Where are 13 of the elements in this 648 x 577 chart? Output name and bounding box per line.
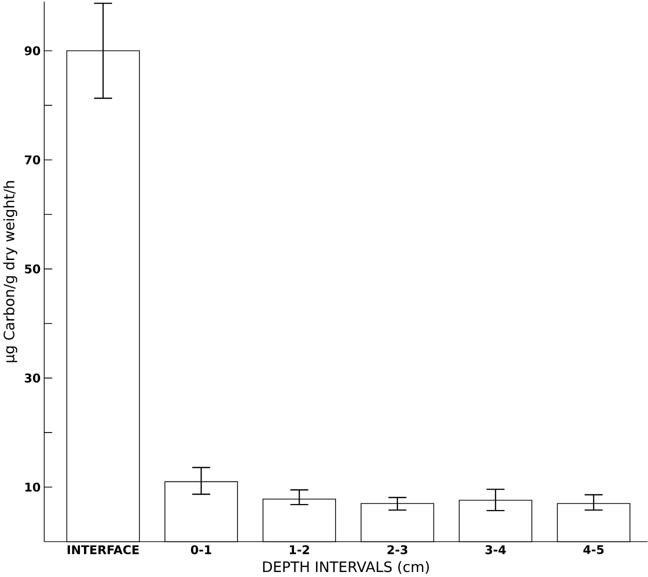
x-axis-title: DEPTH INTERVALS (cm) (263, 560, 429, 574)
y-tick-label: 70 (24, 155, 40, 164)
y-tick-label: 90 (24, 46, 40, 56)
y-tick-label: 10 (25, 482, 40, 492)
y-tick-label: 30 (24, 373, 40, 382)
y-tick-label: 50 (24, 264, 40, 274)
x-tick-label: 0-1 (190, 545, 212, 554)
x-tick-label: INTERFACE (68, 545, 139, 554)
x-tick-label: 3-4 (486, 545, 506, 554)
x-tick-label: 1-2 (290, 545, 310, 554)
y-axis-title: µg Carbon/g dry weight/h (3, 181, 18, 362)
x-tick-label: 2-3 (388, 545, 408, 554)
x-tick-label: 4-5 (583, 545, 604, 554)
